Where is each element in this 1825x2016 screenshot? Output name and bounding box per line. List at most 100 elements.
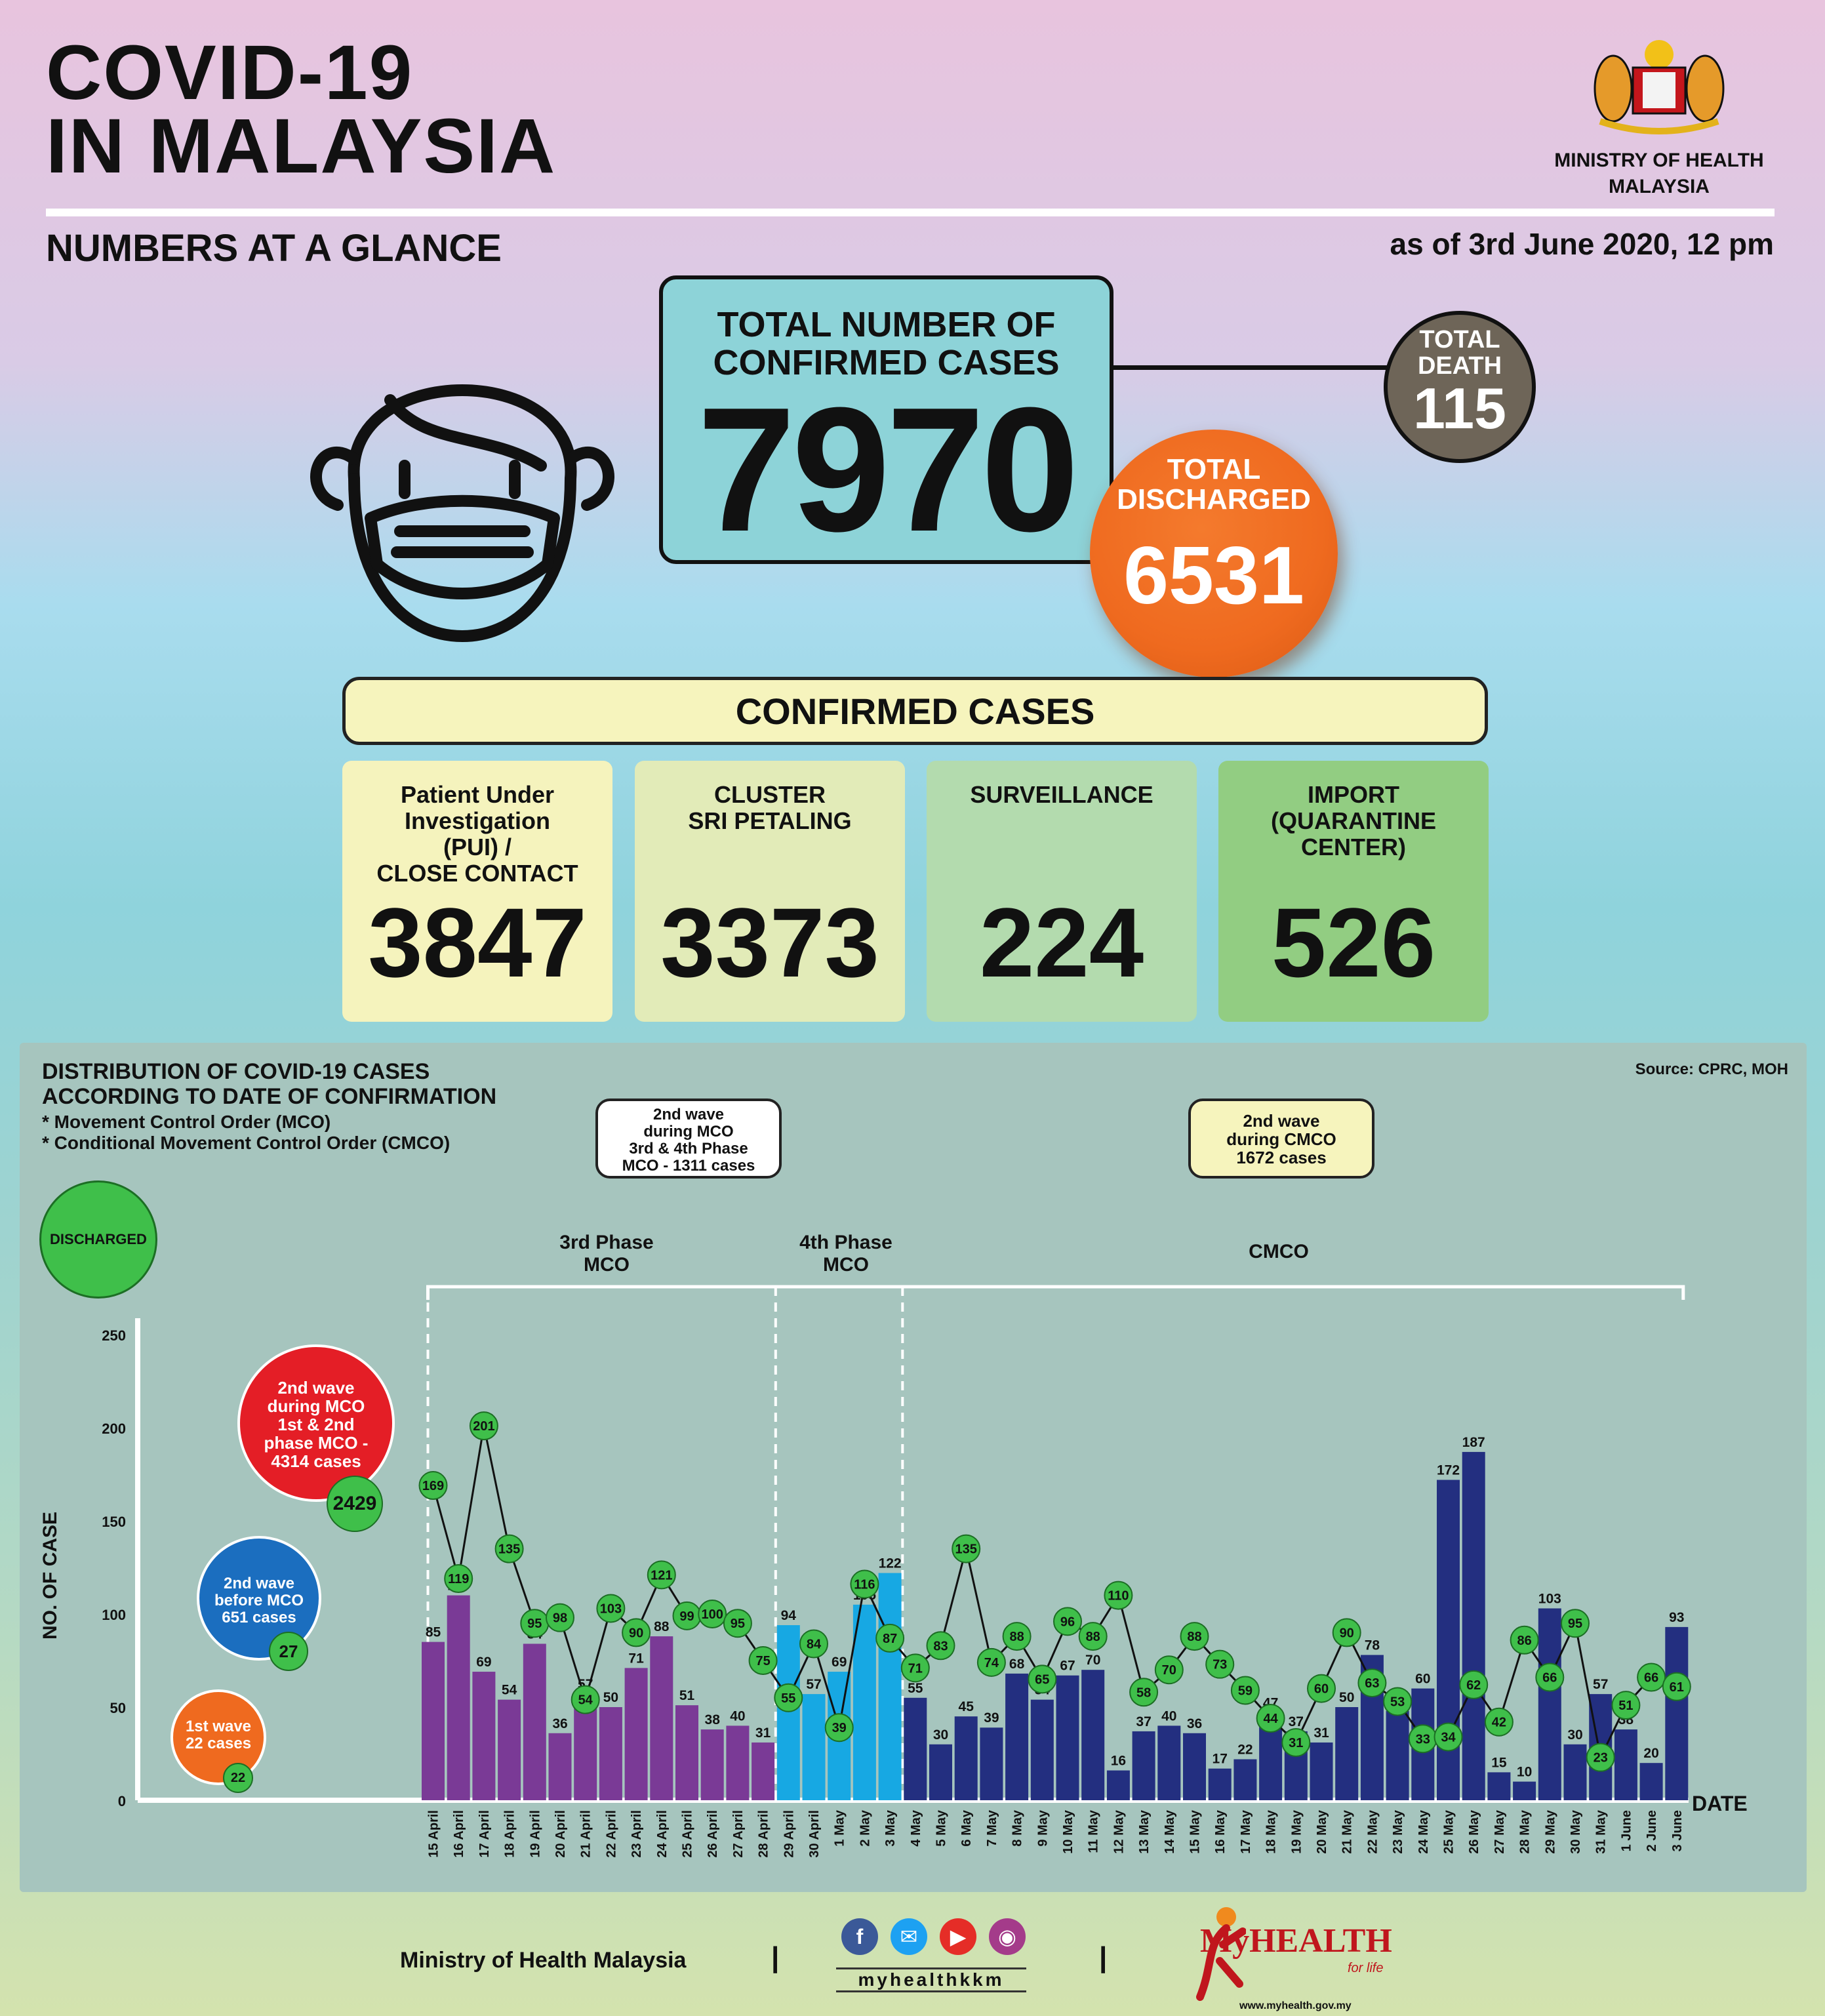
bar-6-may <box>954 1716 978 1800</box>
bar-value-label: 38 <box>705 1712 721 1727</box>
discharged-point <box>850 1569 879 1599</box>
total-discharged-label-2: DISCHARGED <box>1117 483 1311 515</box>
bar-4-may <box>904 1697 927 1800</box>
bar-12-may <box>1106 1770 1130 1800</box>
y-tick-label: 150 <box>102 1514 126 1530</box>
bar-27-april <box>726 1725 750 1800</box>
discharged-value-label: 23 <box>1594 1751 1608 1765</box>
discharged-value-label: 95 <box>527 1617 542 1631</box>
discharged-value-label: 71 <box>908 1661 923 1676</box>
bar-5-may <box>929 1744 952 1800</box>
confirmed-card-label: SURVEILLANCE <box>970 781 1153 808</box>
discharged-value-label: 86 <box>1517 1634 1531 1648</box>
discharged-point <box>622 1618 651 1647</box>
bar-3-june <box>1665 1626 1689 1800</box>
discharged-point <box>1028 1664 1057 1694</box>
discharged-point <box>1484 1707 1514 1737</box>
bar-value-label: 16 <box>1111 1754 1126 1769</box>
chart-note-cmco: * Conditional Movement Control Order (CM… <box>42 1133 451 1153</box>
ministry-crest-icon <box>1594 40 1725 134</box>
confirmed-card-value: 526 <box>1271 887 1436 998</box>
bar-10-may <box>1056 1675 1079 1800</box>
discharged-value-label: 31 <box>1289 1736 1303 1750</box>
discharged-value-label: 201 <box>473 1419 494 1434</box>
myhealth-figure-icon <box>1196 1907 1246 2001</box>
discharged-point <box>723 1609 752 1638</box>
x-tick-label: 21 May <box>1340 1809 1355 1854</box>
discharged-value-label: 96 <box>1060 1615 1075 1629</box>
total-confirmed-box: TOTAL NUMBER OF CONFIRMED CASES 7970 <box>659 275 1113 564</box>
bar-8-may <box>1005 1673 1029 1800</box>
myhealth-url[interactable]: www.myhealth.gov.my <box>1239 2000 1352 2011</box>
x-tick-label: 30 April <box>807 1810 822 1858</box>
bar-value-label: 40 <box>730 1708 745 1724</box>
discharged-point <box>1256 1704 1285 1733</box>
x-tick-label: 19 April <box>528 1810 542 1858</box>
discharged-value-label: 66 <box>1542 1671 1557 1685</box>
bar-value-label: 36 <box>1187 1716 1202 1731</box>
discharged-value-label: 63 <box>1365 1676 1379 1691</box>
bar-value-label: 37 <box>1136 1714 1151 1729</box>
discharged-value-label: 100 <box>702 1607 723 1622</box>
legend-discharged: DISCHARGED <box>39 1180 157 1299</box>
x-tick-label: 15 May <box>1188 1809 1203 1854</box>
discharged-value-label: 58 <box>1136 1685 1151 1700</box>
discharged-value-label: 95 <box>1568 1617 1582 1631</box>
discharged-value-label: 51 <box>1618 1699 1633 1713</box>
total-confirmed-label-1: TOTAL NUMBER OF <box>717 305 1056 344</box>
discharged-point <box>1561 1609 1590 1638</box>
youtube-icon[interactable]: ▶ <box>940 1918 976 1955</box>
bar-value-label: 57 <box>1593 1677 1608 1692</box>
discharged-point <box>1078 1622 1108 1651</box>
discharged-value-label: 88 <box>1086 1630 1100 1644</box>
discharged-value-label: 62 <box>1466 1678 1481 1693</box>
discharged-value-label: 54 <box>578 1693 593 1708</box>
x-tick-label: 22 May <box>1365 1809 1380 1854</box>
discharged-point <box>1357 1668 1387 1698</box>
annotation-mco-3rd-4th: 2nd wave during MCO 3rd & 4th Phase MCO … <box>595 1099 782 1179</box>
discharged-value-label: 39 <box>832 1721 847 1735</box>
annotation-cmco: 2nd wave during CMCO 1672 cases <box>1188 1099 1374 1179</box>
social-handle[interactable]: myhealthkkm <box>836 1967 1026 1992</box>
y-tick-label: 0 <box>118 1793 126 1809</box>
y-tick-label: 200 <box>102 1421 126 1437</box>
discharged-point <box>596 1594 626 1623</box>
discharged-point <box>571 1685 600 1714</box>
bar-value-label: 88 <box>654 1619 670 1634</box>
discharged-value-label: 74 <box>984 1656 999 1670</box>
bar-7-may <box>980 1727 1003 1800</box>
x-tick-label: 28 April <box>757 1810 771 1858</box>
total-discharged-label-1: TOTAL <box>1167 453 1261 485</box>
ministry-line-2: MALAYSIA <box>1609 176 1710 197</box>
bar-24-april <box>650 1636 673 1800</box>
confirmed-card-value: 3847 <box>368 887 587 998</box>
ministry-name: MINISTRY OF HEALTH MALAYSIA <box>1528 148 1790 200</box>
discharged-point <box>494 1534 524 1563</box>
x-tick-label: 28 May <box>1518 1809 1533 1854</box>
x-tick-label: 16 April <box>452 1810 466 1858</box>
x-tick-label: 25 April <box>681 1810 695 1858</box>
death-connector-line <box>1113 365 1395 370</box>
discharged-point <box>952 1534 981 1563</box>
bar-value-label: 103 <box>1538 1591 1561 1606</box>
bar-28-april <box>752 1742 775 1800</box>
bar-value-label: 20 <box>1643 1746 1658 1761</box>
x-tick-label: 11 May <box>1087 1809 1101 1853</box>
footer-separator-2: | <box>1099 1941 1108 1973</box>
discharged-value-label: 88 <box>1009 1630 1024 1644</box>
twitter-icon[interactable]: ✉ <box>891 1918 927 1955</box>
facebook-icon[interactable]: f <box>841 1918 878 1955</box>
bar-value-label: 70 <box>1085 1653 1100 1668</box>
bar-26-april <box>700 1729 724 1800</box>
as-of-date: as of 3rd June 2020, 12 pm <box>1390 227 1775 261</box>
bar-value-label: 93 <box>1669 1610 1684 1625</box>
bar-value-label: 39 <box>984 1710 999 1725</box>
y-tick-label: 250 <box>102 1327 126 1344</box>
discharged-value-label: 66 <box>1644 1671 1658 1685</box>
chart-title-line-1: DISTRIBUTION OF COVID-19 CASES <box>42 1059 430 1084</box>
discharged-point <box>774 1683 803 1712</box>
phase-label-cmco: CMCO <box>1249 1241 1309 1262</box>
discharged-point <box>1002 1622 1032 1651</box>
instagram-icon[interactable]: ◉ <box>989 1918 1026 1955</box>
